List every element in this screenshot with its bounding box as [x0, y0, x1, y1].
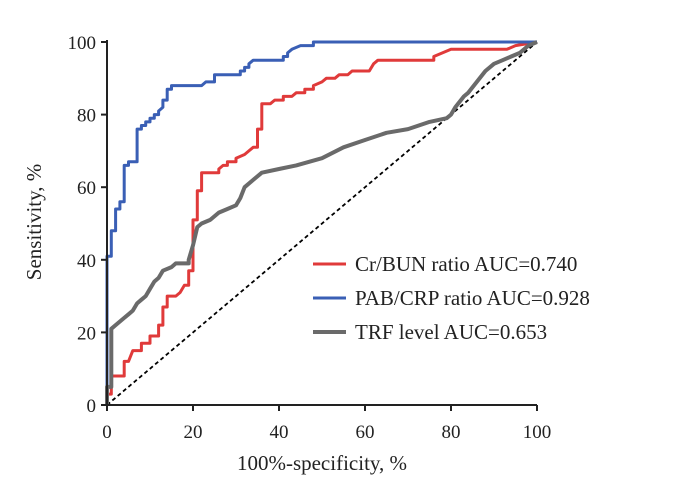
axes-layer [106, 40, 537, 406]
x-tick-label: 40 [270, 422, 289, 443]
y-tick-label: 40 [77, 251, 96, 272]
ticks-layer: 0 20 40 60 80 100 0 20 40 60 80 100 [68, 33, 552, 443]
series-line-2 [105, 40, 537, 405]
x-tick-label: 0 [102, 422, 112, 443]
reference-diagonal-line [106, 41, 538, 406]
y-tick-label: 0 [87, 396, 97, 417]
y-axis-title: Sensitivity, % [22, 164, 46, 280]
legend-label-1: Cr/BUN ratio AUC=0.740 [355, 252, 577, 276]
reference-diagonal-layer [106, 41, 538, 406]
y-tick-label: 20 [77, 323, 96, 344]
series-line-3 [105, 40, 538, 405]
x-tick-label: 60 [356, 422, 375, 443]
x-tick-label: 20 [184, 422, 203, 443]
y-tick-label: 60 [77, 178, 96, 199]
x-tick-label: 100 [523, 422, 552, 443]
series-line-1 [105, 40, 538, 405]
x-axis-title: 100%-specificity, % [237, 451, 407, 475]
series-layer [105, 40, 538, 405]
y-tick-label: 80 [77, 106, 96, 127]
legend-label-2: PAB/CRP ratio AUC=0.928 [355, 286, 590, 310]
legend: Cr/BUN ratio AUC=0.740 PAB/CRP ratio AUC=… [313, 252, 590, 344]
legend-label-3: TRF level AUC=0.653 [355, 320, 547, 344]
x-tick-label: 80 [442, 422, 461, 443]
y-tick-label: 100 [68, 33, 97, 54]
